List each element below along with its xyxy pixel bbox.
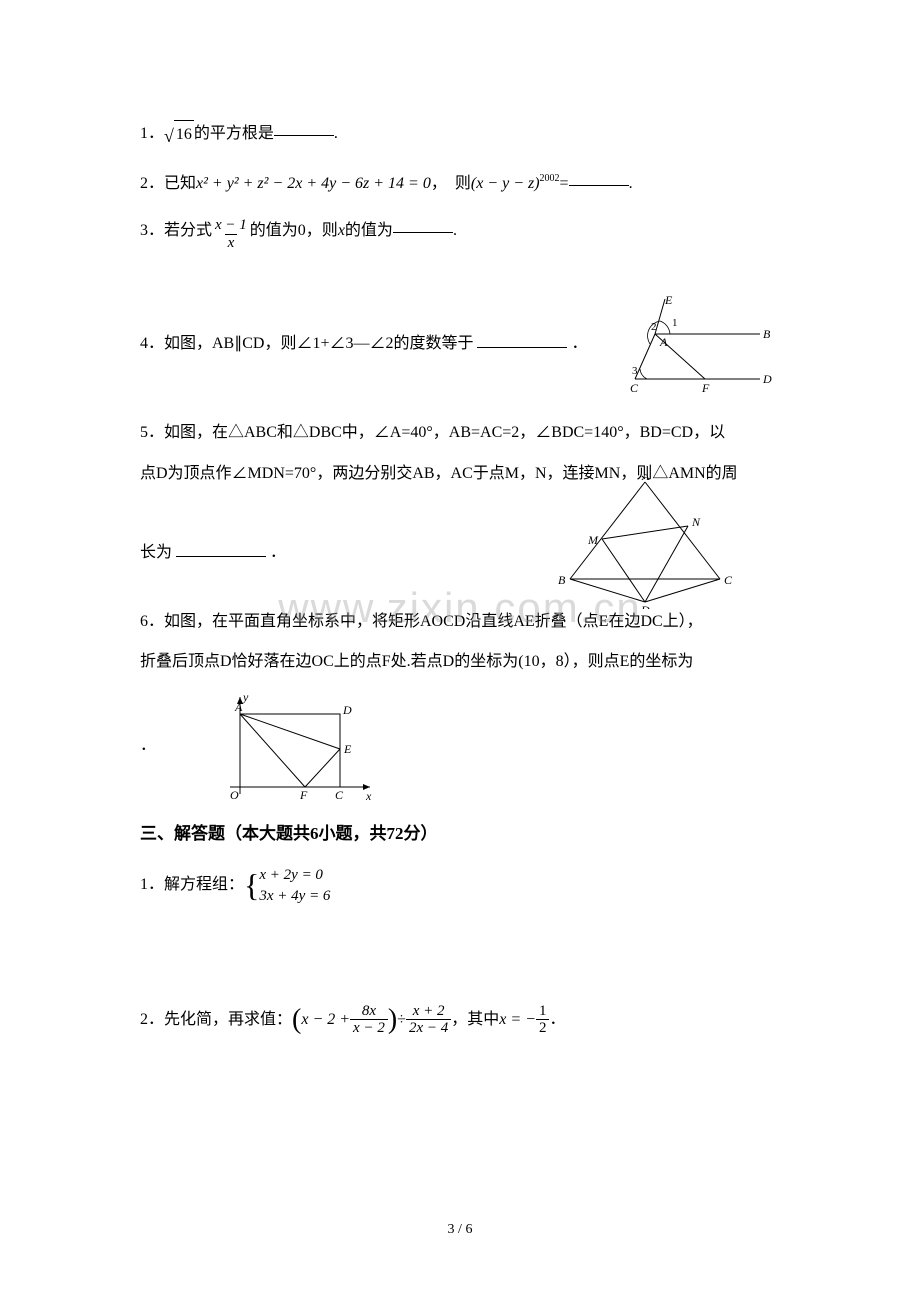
paren-close-icon: ) bbox=[388, 995, 397, 1045]
p3-period: . bbox=[453, 217, 457, 246]
equation-system: x + 2y = 0 3x + 4y = 6 bbox=[259, 865, 330, 907]
p2-expr: (x − y − z) bbox=[471, 170, 540, 199]
label-x: x bbox=[365, 789, 372, 803]
p6-line2: 折叠后顶点D恰好落在边OC上的点F处.若点D的坐标为(10，8），则点E的坐标为 bbox=[140, 648, 780, 677]
p2-num: 2．已知 bbox=[140, 170, 196, 199]
p6-line1: 6．如图，在平面直角坐标系中，将矩形AOCD沿直线AE折叠（点E在边DC上）， bbox=[140, 608, 780, 637]
solve-2: 2．先化简，再求值： ( x − 2 + 8x x − 2 ) ÷ x + 2 … bbox=[140, 995, 780, 1045]
label-B: B bbox=[763, 327, 771, 341]
sqrt-expr: √ 16 bbox=[164, 120, 194, 152]
p3-var: x bbox=[338, 217, 345, 246]
label-A: A bbox=[659, 335, 668, 349]
label-A: A bbox=[641, 474, 650, 483]
problem-2: 2．已知 x² + y² + z² − 2x + 4y − 6z + 14 = … bbox=[140, 170, 780, 199]
s1-num: 1．解方程组： bbox=[140, 871, 244, 900]
label-1: 1 bbox=[672, 317, 678, 329]
p6-period: ． bbox=[140, 737, 156, 754]
label-E: E bbox=[664, 294, 673, 307]
frac-num: x − 1 bbox=[212, 217, 250, 234]
sqrt-content: 16 bbox=[174, 120, 194, 150]
frac-num: 8x bbox=[359, 1003, 379, 1020]
p2-eq: x² + y² + z² − 2x + 4y − 6z + 14 = 0 bbox=[196, 170, 431, 199]
section-3-title: 三、解答题（本大题共6小题，共72分） bbox=[140, 819, 780, 850]
p2-period: . bbox=[629, 170, 633, 199]
problem-5: 5．如图，在△ABC和△DBC中，∠A=40°，AB=AC=2，∠BDC=140… bbox=[140, 419, 780, 567]
label-y: y bbox=[242, 690, 249, 704]
label-A: A bbox=[234, 700, 243, 714]
p3-num: 3．若分式 bbox=[140, 217, 212, 246]
p6-diagram: y A D E O F C x bbox=[200, 689, 380, 804]
blank bbox=[393, 217, 453, 233]
s2-xeq: x = − bbox=[499, 1006, 536, 1035]
p2-equals: = bbox=[560, 170, 569, 199]
p4-diagram: E 1 2 A B 3 C D F bbox=[610, 294, 780, 394]
p5-diagram: A M N B C D bbox=[540, 474, 750, 609]
fraction: x + 2 2x − 4 bbox=[406, 1003, 451, 1037]
s2-period: ． bbox=[549, 1006, 565, 1035]
blank bbox=[176, 541, 266, 557]
s2-num: 2．先化简，再求值： bbox=[140, 1006, 292, 1035]
s2-div: ÷ bbox=[397, 1006, 406, 1035]
frac-num: 1 bbox=[536, 1003, 550, 1020]
label-M: M bbox=[587, 533, 599, 547]
frac-den: 2x − 4 bbox=[406, 1019, 451, 1037]
sqrt-symbol: √ bbox=[164, 120, 174, 152]
p2-exp: 2002 bbox=[540, 170, 560, 188]
p4-text: 4．如图，AB∥CD，则∠1+∠3—∠2的度数等于 bbox=[140, 335, 477, 352]
paren-open-icon: ( bbox=[292, 995, 301, 1045]
frac-den: x bbox=[225, 234, 238, 252]
fraction: x − 1 x bbox=[212, 217, 250, 251]
p4-period: ． bbox=[571, 335, 587, 352]
label-E: E bbox=[343, 742, 352, 756]
page-number: 3 / 6 bbox=[448, 1217, 473, 1242]
label-C: C bbox=[335, 788, 344, 802]
problem-4: 4．如图，AB∥CD，则∠1+∠3—∠2的度数等于 ． E 1 2 A B 3 … bbox=[140, 294, 780, 394]
label-C: C bbox=[630, 381, 639, 394]
s1-eq1: x + 2y = 0 bbox=[259, 865, 330, 886]
brace-icon: { bbox=[244, 871, 259, 900]
p5-line3: 长为 bbox=[140, 544, 172, 561]
s1-eq2: 3x + 4y = 6 bbox=[259, 886, 330, 907]
problem-3: 3．若分式 x − 1 x 的值为0，则 x 的值为 . bbox=[140, 217, 780, 251]
solve-1: 1．解方程组： { x + 2y = 0 3x + 4y = 6 bbox=[140, 865, 780, 907]
frac-num: x + 2 bbox=[410, 1003, 448, 1020]
p5-line1: 5．如图，在△ABC和△DBC中，∠A=40°，AB=AC=2，∠BDC=140… bbox=[140, 419, 780, 448]
label-O: O bbox=[230, 788, 239, 802]
frac-den: 2 bbox=[536, 1019, 550, 1037]
p2-then: ， 则 bbox=[431, 170, 471, 199]
label-3: 3 bbox=[632, 365, 638, 377]
label-2: 2 bbox=[651, 321, 657, 333]
blank bbox=[569, 170, 629, 186]
p5-period: ． bbox=[270, 544, 286, 561]
fraction: 8x x − 2 bbox=[350, 1003, 388, 1037]
problem-6: 6．如图，在平面直角坐标系中，将矩形AOCD沿直线AE折叠（点E在边DC上）， … bbox=[140, 608, 780, 805]
label-F: F bbox=[299, 788, 308, 802]
p1-period: . bbox=[334, 120, 338, 149]
fraction: 1 2 bbox=[536, 1003, 550, 1037]
label-D: D bbox=[762, 372, 772, 386]
blank bbox=[274, 120, 334, 136]
frac-den: x − 2 bbox=[350, 1019, 388, 1037]
blank bbox=[477, 332, 567, 348]
label-N: N bbox=[691, 515, 701, 529]
problem-1: 1． √ 16 的平方根是 . bbox=[140, 120, 780, 152]
label-D: D bbox=[640, 603, 650, 609]
label-D: D bbox=[342, 703, 352, 717]
p1-text: 的平方根是 bbox=[194, 120, 274, 149]
p1-num: 1． bbox=[140, 120, 164, 149]
label-C: C bbox=[724, 573, 733, 587]
s2-where: ，其中 bbox=[451, 1006, 499, 1035]
label-B: B bbox=[558, 573, 566, 587]
s2-pre: x − 2 + bbox=[301, 1006, 350, 1035]
p3-mid: 的值为0，则 bbox=[250, 217, 338, 246]
label-F: F bbox=[701, 381, 710, 394]
p3-after: 的值为 bbox=[345, 217, 393, 246]
